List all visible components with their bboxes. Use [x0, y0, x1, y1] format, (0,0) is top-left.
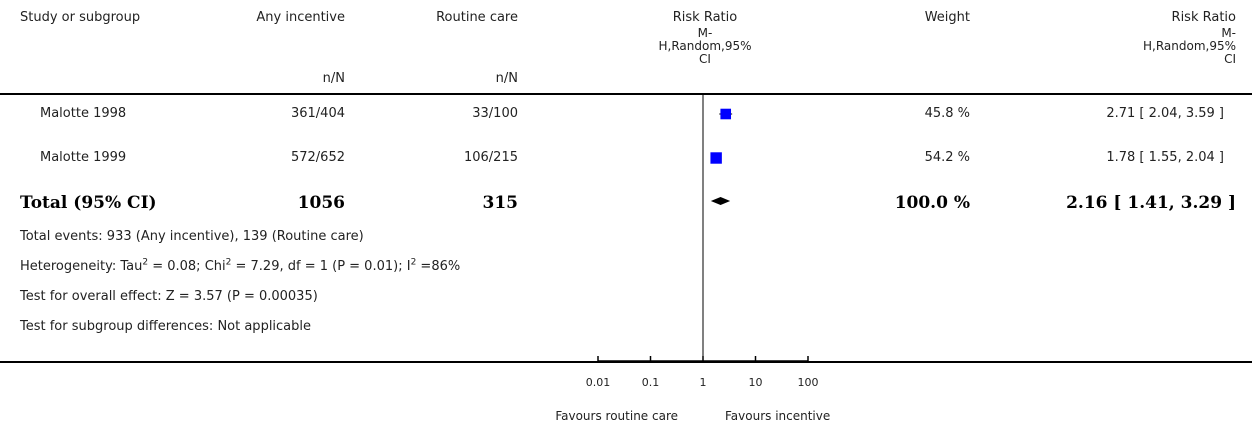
footnote-heterogeneity: Heterogeneity: Tau2 = 0.08; Chi2 = 7.29,…: [20, 257, 461, 274]
effect-title-line2: M-: [1221, 26, 1236, 40]
total-group2: 315: [482, 193, 519, 213]
favours-right-label: Favours incentive: [725, 409, 831, 423]
study-ci: 1.78 [ 1.55, 2.04 ]: [1106, 150, 1224, 165]
x-axis-tick-labels: 0.01 0.1 1 10 100: [586, 376, 819, 389]
x-axis-tick-label: 0.01: [586, 376, 611, 389]
footnote-overall-effect: Test for overall effect: Z = 3.57 (P = 0…: [20, 289, 318, 304]
study-name: Malotte 1998: [40, 106, 127, 121]
pooled-diamond: [710, 197, 731, 205]
total-weight: 100.0 %: [894, 193, 970, 213]
heterogeneity-part4: =86%: [416, 259, 461, 274]
header-weight: Weight: [924, 10, 970, 25]
total-group1: 1056: [297, 193, 345, 213]
plot-title-line1: Risk Ratio: [672, 10, 738, 25]
heterogeneity-part2: = 0.08; Chi: [148, 259, 226, 274]
header-group1-sub: n/N: [322, 71, 345, 86]
x-axis-ticks: [597, 356, 809, 361]
heterogeneity-part1: Heterogeneity: Tau: [20, 259, 143, 274]
header-group1: Any incentive: [256, 10, 345, 25]
effect-title-line3: H,Random,95%: [1142, 39, 1236, 53]
study-weight: 45.8 %: [924, 106, 970, 121]
total-label: Total (95% CI): [20, 193, 157, 213]
footer-rule: [0, 361, 1252, 363]
footnote-events: Total events: 933 (Any incentive), 139 (…: [20, 229, 364, 244]
study-weight: 54.2 %: [924, 150, 970, 165]
x-axis-tick-label: 0.1: [642, 376, 660, 389]
study-group1: 572/652: [290, 150, 345, 165]
plot-title-line3: H,Random,95%: [658, 39, 752, 53]
total-ci: 2.16 [ 1.41, 3.29 ]: [1066, 193, 1236, 213]
heterogeneity-part3: = 7.29, df = 1 (P = 0.01); I: [231, 259, 411, 274]
x-axis-tick-label: 10: [749, 376, 763, 389]
footnote-subgroup: Test for subgroup differences: Not appli…: [20, 319, 312, 334]
superscript: 2: [410, 257, 417, 268]
x-axis-tick-label: 100: [798, 376, 819, 389]
header-group2: Routine care: [436, 10, 518, 25]
study-group2: 106/215: [463, 150, 518, 165]
superscript: 2: [225, 257, 232, 268]
header-rule: [0, 93, 1252, 95]
x-axis-tick-label: 1: [700, 376, 707, 389]
study-marker: [720, 108, 732, 120]
plot-title-line4: CI: [699, 52, 711, 66]
study-ci: 2.71 [ 2.04, 3.59 ]: [1106, 106, 1224, 121]
effect-title-line4: CI: [1224, 52, 1236, 66]
study-group2: 33/100: [472, 106, 518, 121]
favours-left-label: Favours routine care: [555, 409, 678, 423]
effect-title-line1: Risk Ratio: [1171, 10, 1236, 25]
study-markers: [710, 108, 733, 164]
header-study: Study or subgroup: [20, 10, 141, 25]
study-group1: 361/404: [290, 106, 345, 121]
pooled-marker: [710, 197, 731, 205]
header-group2-sub: n/N: [495, 71, 518, 86]
plot-title-line2: M-: [697, 26, 713, 40]
superscript: 2: [142, 257, 149, 268]
study-marker: [710, 152, 722, 164]
study-name: Malotte 1999: [40, 150, 127, 165]
